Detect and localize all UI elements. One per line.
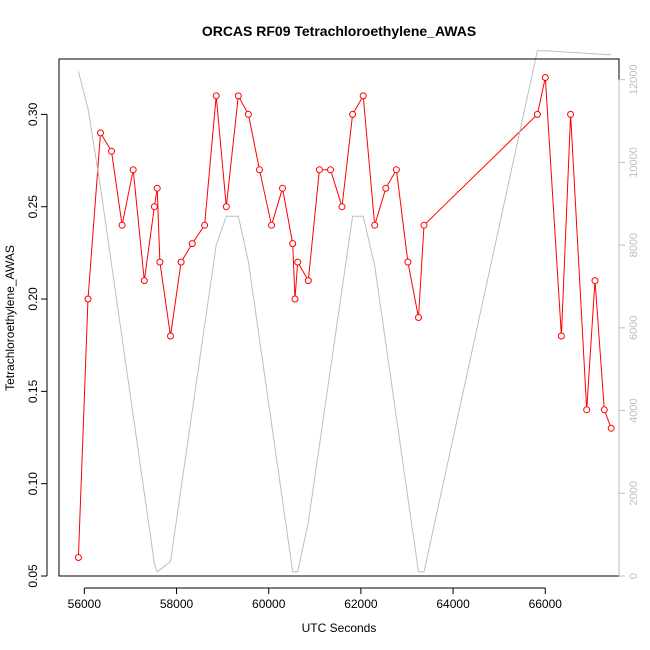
data-point: [129, 166, 137, 174]
data-point: [541, 74, 549, 81]
x-tick-label: 60000: [252, 597, 286, 611]
series-line-1: [77, 50, 612, 573]
data-point: [315, 166, 323, 174]
data-point: [533, 110, 541, 118]
data-point: [392, 166, 400, 174]
y-tick-label-right: 0: [628, 573, 640, 579]
y-tick-label-left: 0.10: [26, 472, 40, 496]
data-point: [404, 258, 412, 266]
x-tick-label: 66000: [529, 597, 563, 611]
x-tick-label: 64000: [436, 597, 470, 611]
x-axis: 56000 58000 60000 62000 64000 66000: [68, 587, 563, 611]
data-point: [222, 203, 230, 211]
y-tick-label-right: 10000: [628, 147, 640, 178]
y-tick-label-left: 0.15: [26, 379, 40, 403]
data-point: [327, 166, 334, 174]
y-axis-label: Tetrachloroethylene_AWAS: [3, 245, 17, 391]
y-axis-left: 0.05 0.10 0.15 0.20 0.25 0.30: [26, 102, 48, 588]
y-tick-label-left: 0.20: [26, 287, 40, 311]
data-point: [108, 147, 115, 155]
x-tick-label: 56000: [68, 597, 102, 611]
data-point: [557, 332, 565, 340]
data-point: [140, 277, 148, 285]
data-point: [268, 221, 275, 229]
data-point: [415, 314, 422, 321]
y-tick-label-left: 0.05: [26, 564, 40, 588]
y-tick-label-right: 8000: [628, 233, 640, 257]
data-point: [234, 92, 242, 100]
x-axis-label: UTC Seconds: [302, 621, 377, 635]
data-point: [289, 240, 297, 248]
data-point: [177, 258, 185, 266]
data-point: [371, 221, 379, 229]
data-point: [349, 110, 357, 118]
data-point: [600, 406, 608, 414]
data-point: [212, 92, 220, 100]
y-tick-label-right: 2000: [628, 481, 640, 505]
x-tick-label: 62000: [344, 597, 378, 611]
data-point: [150, 203, 158, 211]
data-point: [156, 258, 164, 266]
data-point: [201, 221, 209, 229]
x-tick-label: 58000: [160, 597, 194, 611]
data-point: [167, 332, 174, 340]
data-point: [338, 203, 346, 211]
y-tick-label-right: 4000: [628, 398, 640, 422]
data-point: [97, 129, 104, 137]
data-point: [188, 240, 196, 248]
data-point: [291, 295, 299, 303]
data-point: [583, 406, 591, 414]
data-point: [279, 184, 286, 192]
data-point: [359, 92, 367, 100]
chart-title: ORCAS RF09 Tetrachloroethylene_AWAS: [202, 23, 476, 39]
data-point: [118, 221, 126, 229]
data-point: [304, 277, 312, 285]
data-point: [256, 166, 263, 174]
data-point: [153, 184, 161, 192]
data-point: [567, 110, 575, 118]
data-point: [74, 554, 82, 561]
y-tick-label-right: 12000: [628, 64, 640, 95]
data-point: [84, 295, 92, 303]
data-point: [244, 110, 252, 118]
y-tick-label-right: 6000: [628, 316, 640, 340]
series-layer: [74, 50, 615, 573]
data-point: [382, 184, 390, 192]
data-point: [591, 277, 599, 285]
y-axis-right: 0 2000 4000 6000 8000 10000 12000: [618, 64, 640, 579]
y-tick-label-left: 0.25: [26, 195, 40, 219]
data-point: [420, 221, 428, 229]
y-tick-label-left: 0.30: [26, 102, 40, 126]
data-point: [294, 258, 302, 266]
data-point: [607, 424, 615, 432]
